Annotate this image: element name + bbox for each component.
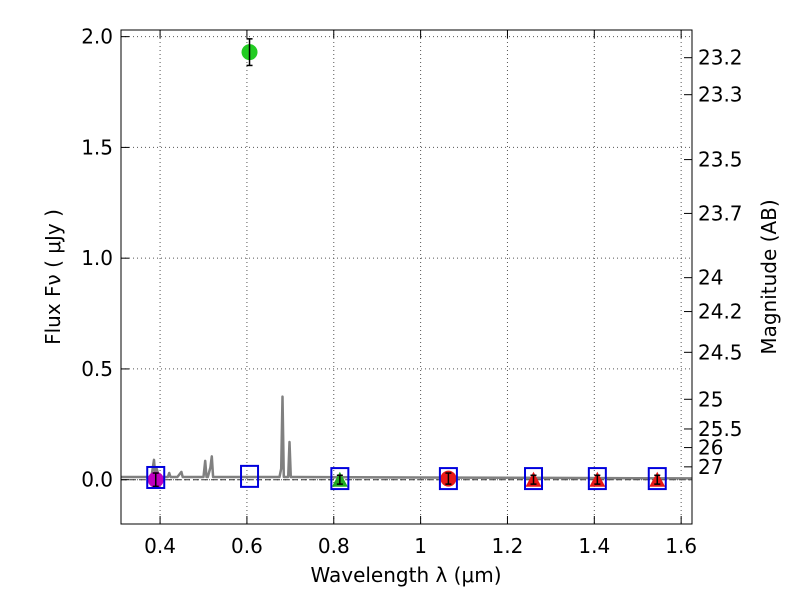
x-tick-label: 0.4 <box>144 534 176 558</box>
right-tick-label: 24 <box>698 266 723 290</box>
x-tick-label: 1.2 <box>492 534 524 558</box>
plot-area <box>121 38 693 491</box>
model-flux-box <box>524 467 544 491</box>
grid-lines <box>121 30 692 524</box>
x-tick-label: 0.8 <box>318 534 350 558</box>
model-flux-box <box>587 467 607 491</box>
right-tick-label: 23.2 <box>698 46 743 70</box>
y-tick-label: 0.0 <box>81 468 113 492</box>
model-flux-box <box>647 467 667 491</box>
y-tick-label: 0.5 <box>81 357 113 381</box>
right-tick-label: 23.3 <box>698 83 743 107</box>
plot-frame <box>120 29 693 525</box>
y-tick-label: 2.0 <box>81 25 113 49</box>
y-tick-label: 1.5 <box>81 135 113 159</box>
x-tick-label: 1.6 <box>665 534 697 558</box>
model-flux-box <box>240 464 260 488</box>
model-flux-box <box>330 467 350 491</box>
model-flux-box <box>438 467 458 491</box>
right-tick-label: 25.5 <box>698 417 743 441</box>
x-tick-label: 0.6 <box>231 534 263 558</box>
right-tick-label: 27 <box>698 455 723 479</box>
right-tick-label: 24.5 <box>698 340 743 364</box>
x-tick-label: 1 <box>414 534 427 558</box>
right-tick-label: 23.7 <box>698 201 743 225</box>
y-tick-label: 1.0 <box>81 246 113 270</box>
x-tick-label: 1.4 <box>578 534 610 558</box>
axes: 0.4 0.6 0.8 1 1.2 1.4 1.6 0.0 0.5 1.0 1.5 2.0 23.2 23… <box>81 25 742 558</box>
x-axis-label: Wavelength λ (μm) <box>310 563 501 587</box>
y-axis-label: Flux Fν ( μJy ) <box>41 209 65 345</box>
right-tick-label: 26 <box>698 436 723 460</box>
right-tick-label: 25 <box>698 387 723 411</box>
right-tick-label: 24.2 <box>698 300 743 324</box>
right-tick-label: 23.5 <box>698 148 743 172</box>
model-flux-box <box>146 465 166 489</box>
right-axis-label: Magnitude (AB) <box>757 199 781 354</box>
template-spectrum-line <box>121 395 693 480</box>
